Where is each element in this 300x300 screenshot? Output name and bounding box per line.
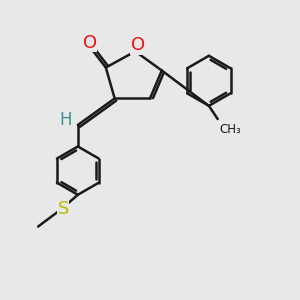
Text: CH₃: CH₃ (219, 123, 241, 136)
Text: O: O (130, 37, 145, 55)
Text: H: H (59, 111, 72, 129)
Text: O: O (82, 34, 97, 52)
Text: S: S (58, 200, 69, 218)
